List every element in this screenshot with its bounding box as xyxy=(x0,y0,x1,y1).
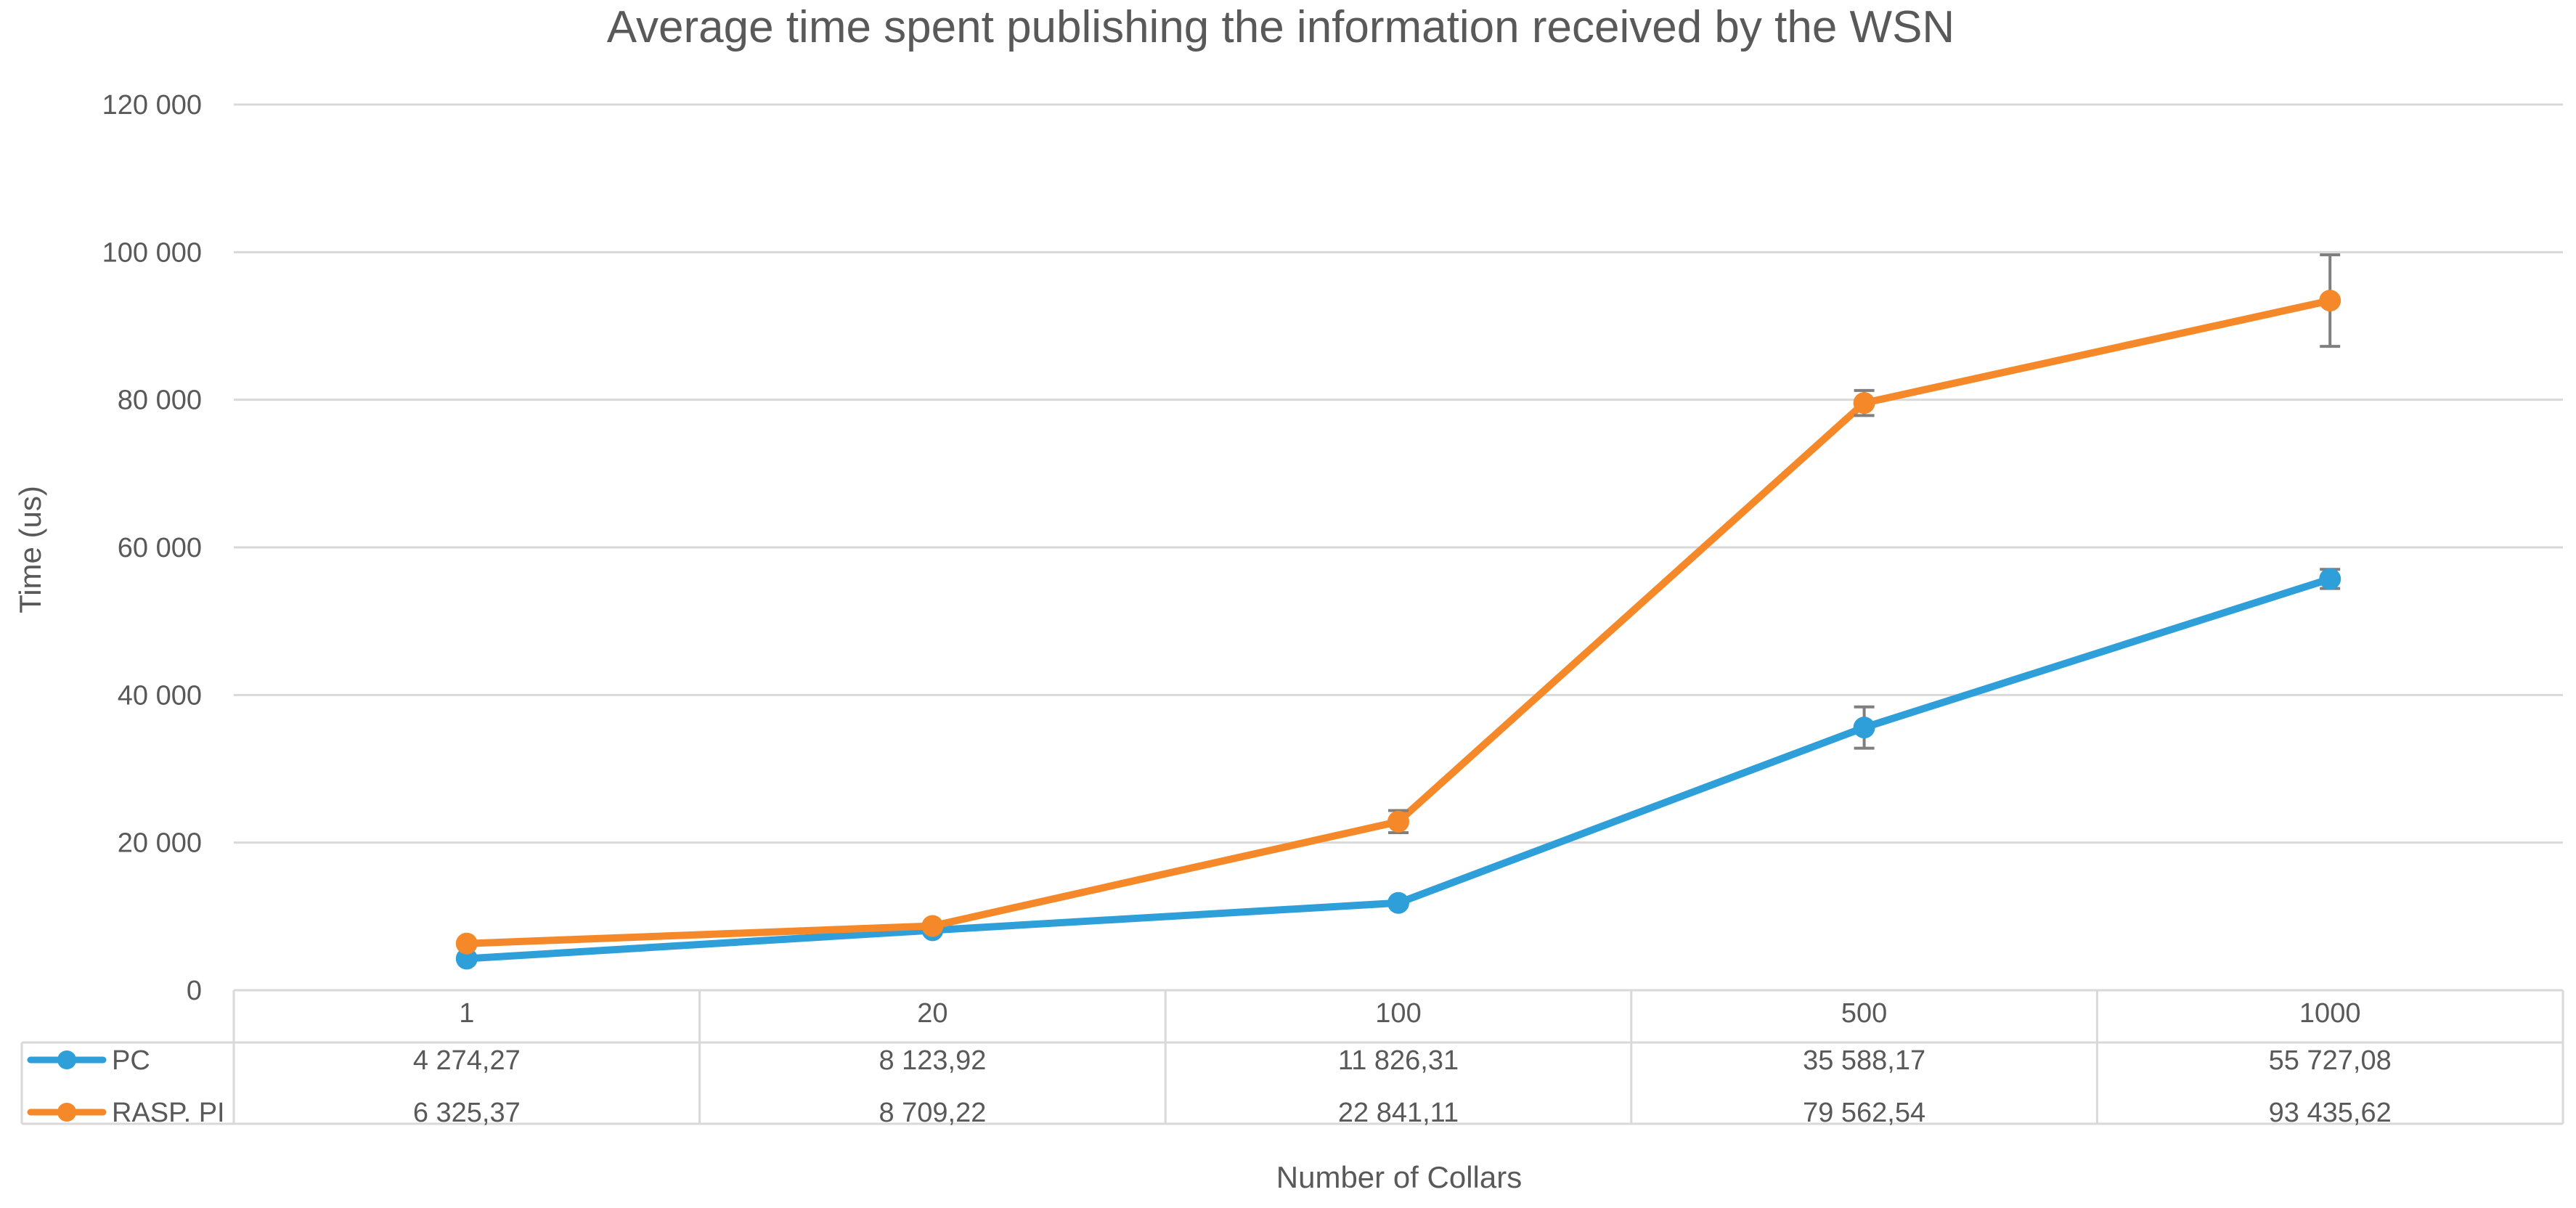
y-tick-label: 0 xyxy=(187,976,202,1006)
series-line xyxy=(462,297,2334,947)
y-tick-label: 120 000 xyxy=(102,90,202,121)
y-tick-label: 60 000 xyxy=(118,533,202,563)
table-cell: 22 841,11 xyxy=(1338,1098,1459,1128)
x-tick-label: 1000 xyxy=(2299,998,2361,1029)
table-cell: 93 435,62 xyxy=(2269,1098,2392,1128)
data-point xyxy=(2319,290,2341,312)
legend-marker xyxy=(57,1103,76,1122)
data-point xyxy=(1853,717,1875,739)
y-tick-label: 40 000 xyxy=(118,680,202,711)
data-point xyxy=(921,915,944,937)
table-cell: 79 562,54 xyxy=(1803,1098,1925,1128)
x-tick-label: 500 xyxy=(1841,998,1887,1029)
y-tick-label: 20 000 xyxy=(118,828,202,859)
x-axis-label: Number of Collars xyxy=(1276,1160,1522,1194)
y-axis-label: Time (us) xyxy=(13,486,47,613)
data-point xyxy=(1387,891,1409,914)
series-lines xyxy=(455,253,2341,970)
x-tick-label: 1 xyxy=(459,998,474,1029)
table-cell: 8 709,22 xyxy=(879,1098,986,1128)
y-tick-label: 80 000 xyxy=(118,385,202,416)
y-tick-label: 100 000 xyxy=(102,237,202,268)
chart-title: Average time spent publishing the inform… xyxy=(607,2,1955,52)
data-point xyxy=(455,947,478,970)
data-point xyxy=(1387,810,1409,833)
table-cell: 55 727,08 xyxy=(2269,1045,2392,1076)
x-tick-label: 100 xyxy=(1375,998,1421,1029)
table-cell: 6 325,37 xyxy=(413,1098,521,1128)
data-table: 1 20 100 500 1000 PC 4 274,27 8 123,92 11 826,31… xyxy=(20,989,2564,1128)
table-cell: 11 826,31 xyxy=(1338,1045,1459,1076)
y-axis-ticks: 0 20 000 40 000 60 000 80 000 100 000 120 000 xyxy=(102,90,202,1006)
table-cell: 4 274,27 xyxy=(413,1045,521,1076)
x-tick-label: 20 xyxy=(917,998,947,1029)
data-point xyxy=(455,932,478,955)
gridlines xyxy=(234,103,2563,844)
data-point xyxy=(1853,392,1875,415)
legend-label: RASP. PI xyxy=(112,1098,225,1128)
table-cell: 8 123,92 xyxy=(879,1045,986,1076)
legend-marker xyxy=(57,1050,76,1069)
data-point xyxy=(2319,568,2341,590)
table-cell: 35 588,17 xyxy=(1803,1045,1925,1076)
legend-label: PC xyxy=(112,1045,150,1076)
